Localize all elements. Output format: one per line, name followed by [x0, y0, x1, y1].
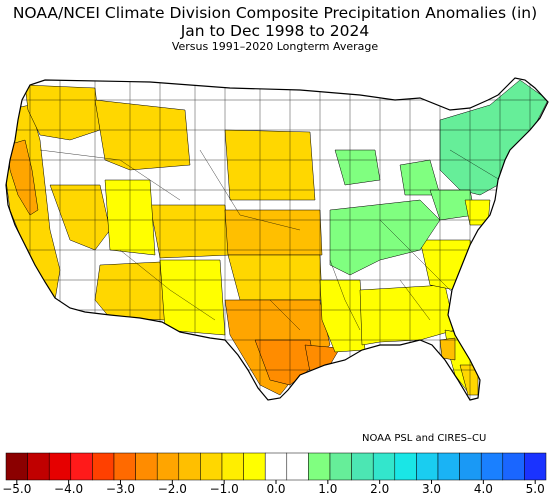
- legend-swatch: [92, 452, 115, 481]
- legend-swatch: [5, 452, 28, 481]
- legend-tick-label: −3.0: [105, 482, 136, 496]
- legend-tick-label: 0.0: [266, 482, 286, 496]
- anomaly-regions: [6, 78, 548, 400]
- legend-tick-label: −5.0: [2, 482, 32, 496]
- region-dakotas-dry: [224, 129, 316, 201]
- legend-swatch: [437, 452, 460, 481]
- region-midwest-wet: [329, 199, 441, 276]
- legend-tick-label: 1.0: [318, 482, 338, 496]
- legend-swatch: [27, 452, 50, 481]
- legend-swatch: [48, 452, 72, 481]
- region-new-mexico-dry: [159, 259, 226, 336]
- region-idaho-montana-dry: [94, 99, 191, 171]
- legend-swatch: [243, 452, 266, 481]
- legend-tick-label: 4.0: [473, 482, 493, 496]
- title-line-3: Versus 1991–2020 Longterm Average: [171, 40, 379, 53]
- title-line-2: Jan to Dec 1998 to 2024: [180, 22, 370, 40]
- legend-swatch: [308, 452, 331, 481]
- legend-swatch: [113, 452, 136, 481]
- legend-tick-label: −4.0: [54, 482, 84, 496]
- legend-swatch: [480, 452, 504, 481]
- legend-swatch: [264, 452, 288, 481]
- legend-swatch: [394, 452, 417, 481]
- legend-swatch: [372, 452, 396, 481]
- legend-swatch: [135, 452, 158, 481]
- region-oklahoma-dry: [227, 254, 323, 301]
- legend-swatch: [200, 452, 223, 481]
- legend-tick-marks: [16, 480, 536, 484]
- legend-tick-label: 2.0: [370, 482, 390, 496]
- title-line-1: NOAA/NCEI Climate Division Composite Pre…: [12, 4, 538, 22]
- legend-tick-label: −2.0: [157, 482, 187, 496]
- legend-tick-label: −1.0: [209, 482, 239, 496]
- color-legend: [5, 452, 547, 484]
- legend-swatch: [351, 452, 374, 481]
- legend-swatch: [524, 452, 547, 481]
- legend-swatch: [221, 452, 244, 481]
- legend-swatch: [156, 452, 180, 481]
- legend-swatch: [286, 452, 309, 481]
- region-oregon-coast-orange: [7, 139, 39, 216]
- legend-cells: [5, 452, 547, 481]
- legend-swatch: [178, 452, 201, 481]
- legend-swatch: [329, 452, 352, 481]
- legend-swatch: [416, 452, 439, 481]
- legend-tick-label: 5.0: [525, 482, 545, 496]
- legend-tick-label: 3.0: [421, 482, 442, 496]
- region-kansas-orange: [224, 209, 323, 256]
- region-georgia-orange: [439, 337, 456, 361]
- us-climate-division-map: [5, 77, 549, 401]
- legend-swatch: [459, 452, 482, 481]
- legend-swatch: [502, 452, 525, 481]
- legend-swatch: [70, 452, 93, 481]
- data-credit: NOAA PSL and CIRES–CU: [362, 433, 487, 444]
